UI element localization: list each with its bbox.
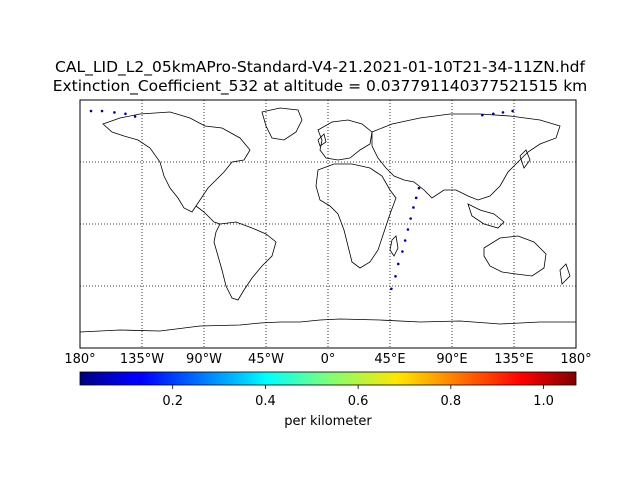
coastline-africa bbox=[315, 163, 397, 269]
data-point bbox=[417, 186, 421, 190]
coastline-greenland bbox=[261, 107, 303, 141]
data-point bbox=[401, 250, 404, 253]
coastline-asia bbox=[371, 113, 561, 201]
data-point bbox=[492, 112, 495, 116]
colorbar-tick-label: 0.8 bbox=[440, 394, 461, 409]
data-point bbox=[396, 262, 400, 266]
longitude-label: 180° bbox=[64, 352, 95, 367]
data-point bbox=[124, 112, 127, 116]
coastline-south-america bbox=[213, 221, 277, 301]
longitude-label: 45°E bbox=[374, 352, 405, 367]
coastline-new-zealand bbox=[559, 263, 571, 285]
data-point bbox=[100, 109, 104, 113]
coastlines bbox=[80, 107, 576, 333]
data-point bbox=[409, 217, 412, 220]
coastline-madagascar bbox=[389, 235, 399, 257]
longitude-label: 135°W bbox=[120, 352, 164, 367]
data-point bbox=[511, 109, 514, 113]
longitude-label: 90°E bbox=[436, 352, 467, 367]
longitude-labels: 180° 135°W 90°W 45°W 0° 45°E 90°E 135°E 180° bbox=[64, 352, 591, 367]
data-point bbox=[412, 206, 415, 209]
figure-title-line2: Extinction_Coefficient_532 at altitude =… bbox=[52, 77, 588, 95]
colorbar-tick-label: 0.6 bbox=[348, 394, 369, 409]
longitude-label: 90°W bbox=[186, 352, 222, 367]
data-point bbox=[394, 275, 397, 278]
coastline-uk bbox=[317, 133, 327, 147]
colorbar-tick-label: 0.4 bbox=[255, 394, 276, 409]
colorbar-tick-label: 1.0 bbox=[533, 394, 554, 409]
longitude-label: 0° bbox=[321, 352, 336, 367]
data-point bbox=[113, 111, 116, 114]
colorbar bbox=[79, 371, 577, 386]
colorbar-label: per kilometer bbox=[284, 414, 372, 429]
coastline-europe bbox=[317, 119, 373, 161]
data-point bbox=[414, 196, 418, 200]
figure-title-line1: CAL_LID_L2_05kmAPro-Standard-V4-21.2021-… bbox=[55, 58, 585, 76]
data-point bbox=[481, 113, 484, 117]
coastline-north-america bbox=[102, 111, 251, 213]
colorbar-ticks: 0.2 0.4 0.6 0.8 1.0 bbox=[162, 385, 554, 409]
data-point bbox=[390, 287, 393, 291]
data-point bbox=[501, 111, 505, 114]
coastline-japan bbox=[519, 149, 531, 169]
data-point bbox=[133, 115, 137, 118]
coastline-antarctica bbox=[80, 318, 576, 333]
coastline-southeast-asia bbox=[467, 203, 505, 229]
colorbar-tick-label: 0.2 bbox=[162, 394, 183, 409]
longitude-label: 180° bbox=[560, 352, 591, 367]
graticule bbox=[80, 100, 576, 348]
data-point bbox=[403, 239, 407, 242]
coastline-central-america bbox=[195, 205, 221, 225]
data-point bbox=[406, 228, 410, 231]
longitude-label: 135°E bbox=[494, 352, 534, 367]
coastline-australia bbox=[483, 235, 547, 277]
longitude-label: 45°W bbox=[248, 352, 284, 367]
data-points bbox=[89, 109, 514, 291]
data-point bbox=[89, 109, 93, 113]
